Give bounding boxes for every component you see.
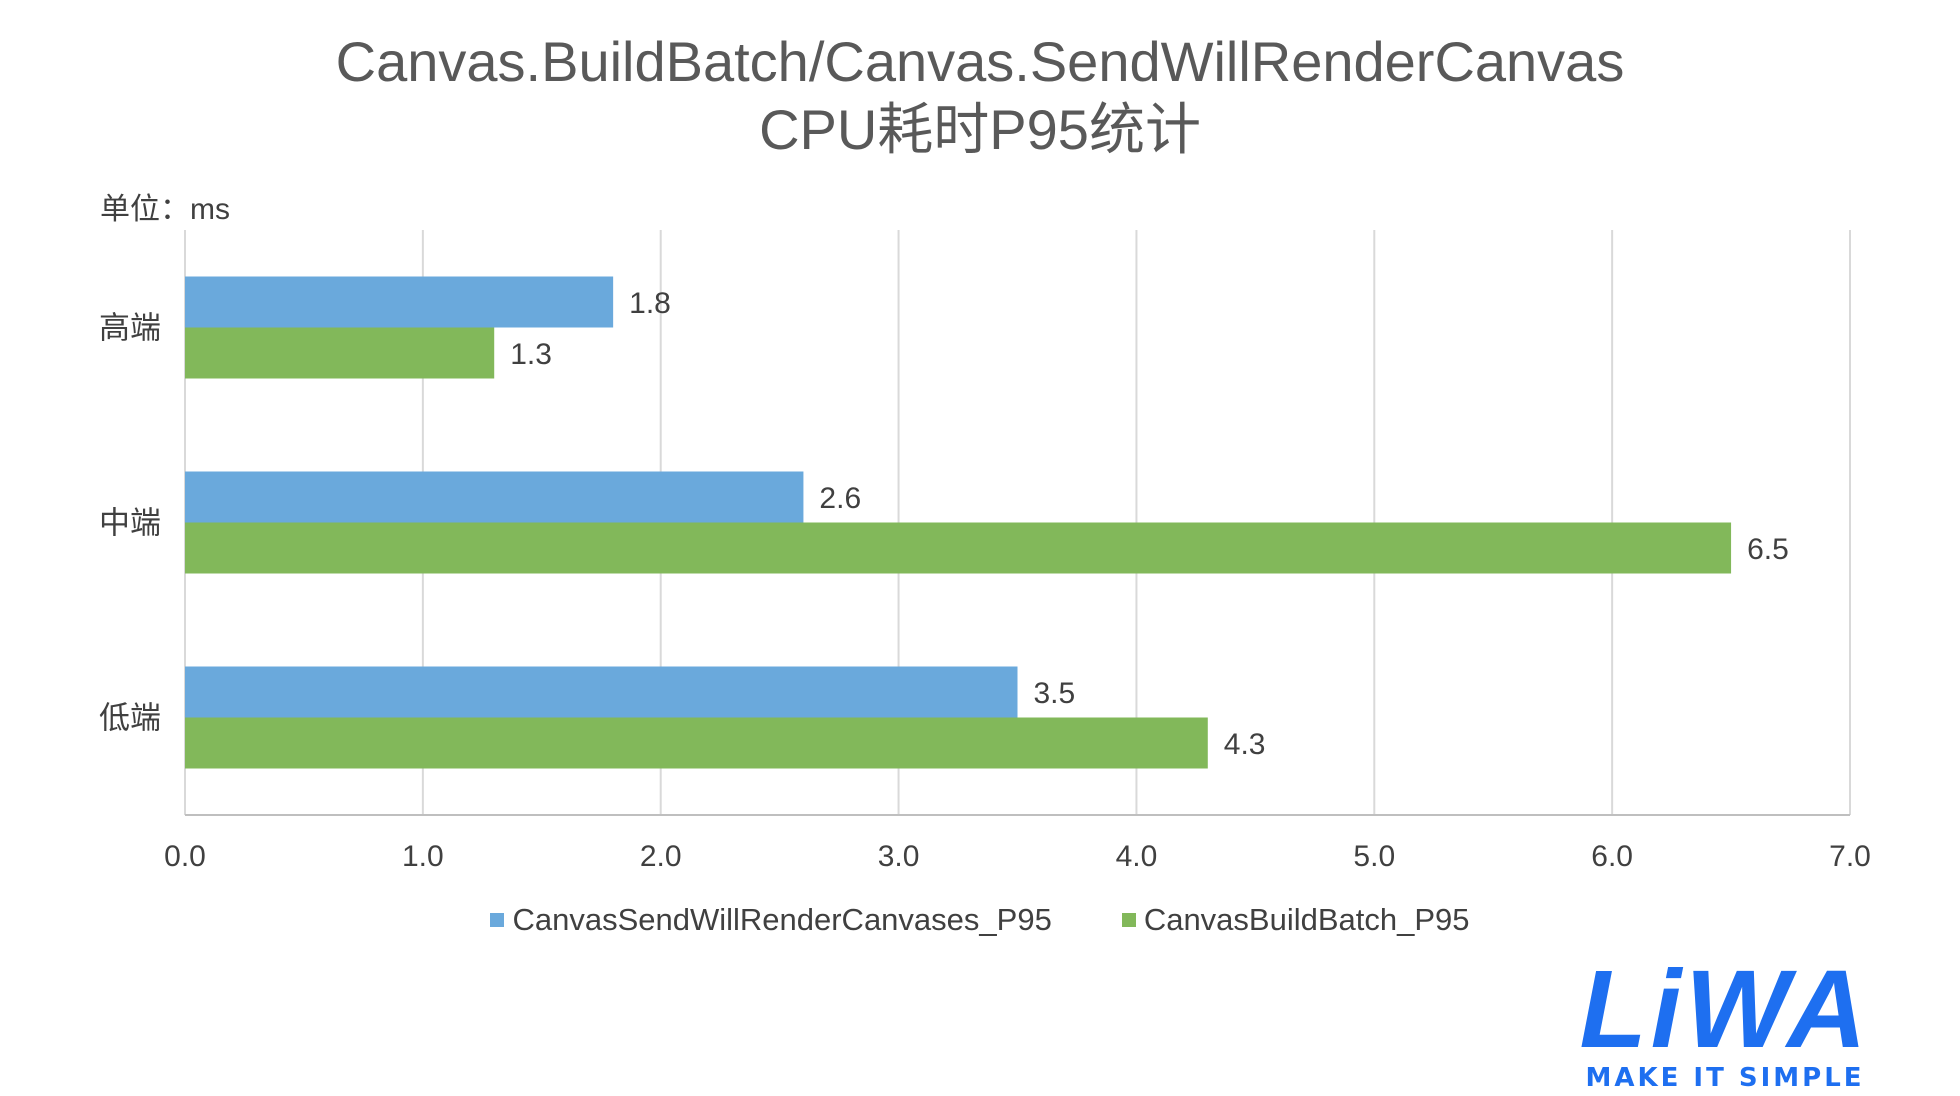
x-tick-label: 2.0 [640, 840, 682, 873]
data-label: 6.5 [1747, 533, 1789, 566]
x-tick-label: 0.0 [164, 840, 206, 873]
x-tick-label: 6.0 [1591, 840, 1633, 873]
x-tick-label: 3.0 [878, 840, 920, 873]
bar [185, 666, 1018, 718]
legend: CanvasSendWillRenderCanvases_P95 CanvasB… [0, 902, 1960, 938]
category-label: 低端 [99, 701, 161, 737]
data-label: 2.6 [819, 482, 861, 515]
legend-label-series-1: CanvasSendWillRenderCanvases_P95 [512, 902, 1052, 937]
data-label: 4.3 [1224, 728, 1266, 761]
bar-chart: 0.0 1.0 2.0 3.0 4.0 5.0 6.0 7.0 高端 1.8 1.3 中端 2.6 6.5… [99, 230, 1871, 873]
x-tick-label: 5.0 [1353, 840, 1395, 873]
legend-swatch-series-2 [1121, 913, 1136, 927]
bar [185, 471, 804, 523]
x-tick-label: 4.0 [1116, 840, 1158, 873]
unit-label: 单位：ms [100, 193, 230, 226]
data-label: 1.8 [629, 287, 671, 320]
bar [185, 327, 495, 379]
legend-item-series-2: CanvasBuildBatch_P95 [1121, 902, 1470, 938]
x-tick-label: 7.0 [1829, 840, 1871, 873]
legend-swatch-series-1 [490, 913, 505, 927]
bar [185, 717, 1208, 769]
bar [185, 276, 614, 328]
x-tick-label: 1.0 [402, 840, 444, 873]
legend-item-series-1: CanvasSendWillRenderCanvases_P95 [490, 902, 1052, 938]
legend-label-series-2: CanvasBuildBatch_P95 [1143, 902, 1470, 937]
liwa-logo: LiWA MAKE IT SIMPLE [1580, 962, 1871, 1092]
bar-layer [185, 276, 1732, 769]
chart-title-line2: CPU耗时P95统计 [759, 98, 1201, 161]
data-label: 1.3 [510, 338, 552, 371]
category-label: 中端 [99, 506, 161, 542]
logo-wordmark: LiWA [1580, 962, 1871, 1071]
data-label: 3.5 [1034, 677, 1076, 710]
category-label: 高端 [99, 311, 161, 347]
logo-tagline: MAKE IT SIMPLE [1585, 1063, 1864, 1092]
bar [185, 522, 1732, 574]
chart-title-line1: Canvas.BuildBatch/Canvas.SendWillRenderC… [335, 30, 1625, 93]
label-layer: 0.0 1.0 2.0 3.0 4.0 5.0 6.0 7.0 高端 1.8 1.3 中端 2.6 6.5… [99, 287, 1871, 873]
